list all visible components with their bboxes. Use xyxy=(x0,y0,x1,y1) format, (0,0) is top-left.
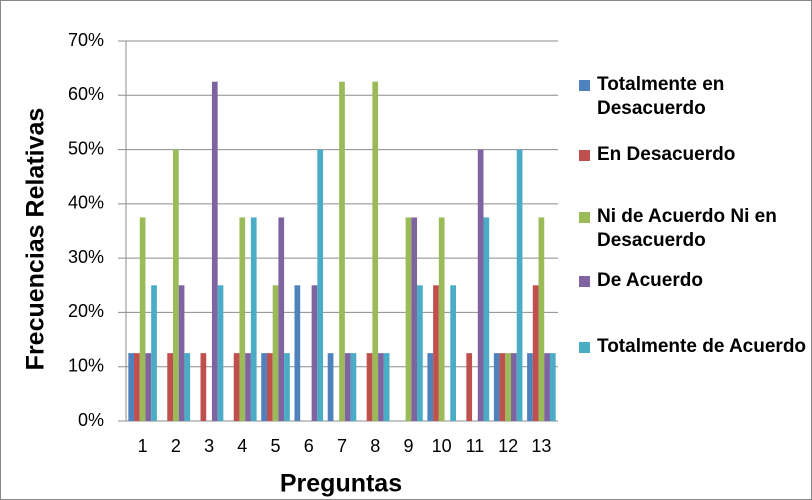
legend-item: Totalmente de Acuerdo xyxy=(579,335,811,359)
x-tick-label: 6 xyxy=(304,436,314,456)
y-tick-label: 60% xyxy=(68,84,104,104)
bar xyxy=(134,353,140,421)
bar xyxy=(417,285,423,421)
legend-swatch xyxy=(579,276,590,287)
legend-label: Ni de Acuerdo Ni en Desacuerdo xyxy=(597,206,777,251)
bar xyxy=(278,217,285,421)
y-tick-label: 50% xyxy=(68,138,104,158)
x-axis-title: Preguntas xyxy=(280,470,402,498)
bar xyxy=(493,353,500,421)
bar xyxy=(211,81,218,421)
bar xyxy=(411,217,418,421)
legend-swatch xyxy=(579,342,590,353)
bar xyxy=(184,353,191,421)
bar xyxy=(505,353,512,421)
x-tick-label: 11 xyxy=(466,436,485,456)
legend-label: Totalmente en Desacuerdo xyxy=(597,74,725,119)
bar xyxy=(167,353,173,421)
bar xyxy=(339,81,345,421)
bar xyxy=(516,149,523,422)
bar xyxy=(250,217,257,421)
x-tick-label: 1 xyxy=(138,436,148,456)
bar xyxy=(245,353,251,421)
x-tick-label: 12 xyxy=(498,436,518,456)
bar xyxy=(151,285,157,421)
legend-label: En Desacuerdo xyxy=(597,144,736,165)
legend-label: Totalmente de Acuerdo xyxy=(597,336,807,357)
bar xyxy=(261,353,267,421)
bar xyxy=(483,217,490,421)
bar xyxy=(511,353,517,421)
y-tick-label: 0% xyxy=(78,410,104,430)
bar xyxy=(532,285,539,421)
x-tick-label: 4 xyxy=(237,436,247,456)
bar xyxy=(450,285,456,421)
x-tick-label: 7 xyxy=(337,436,347,456)
bar xyxy=(350,353,357,421)
x-tick-label: 9 xyxy=(403,436,413,456)
bar xyxy=(366,353,373,421)
y-axis-title: Frecuencias Relativas xyxy=(22,108,50,371)
bar xyxy=(405,217,412,421)
legend-swatch xyxy=(579,212,590,223)
bar xyxy=(327,353,334,421)
legend-item: En Desacuerdo xyxy=(579,143,811,167)
bar xyxy=(239,217,246,421)
bar xyxy=(427,353,434,421)
bar xyxy=(438,217,445,421)
x-tick-label: 10 xyxy=(432,436,452,456)
y-tick-label: 40% xyxy=(68,193,104,213)
bar xyxy=(217,285,224,421)
bar xyxy=(344,353,351,421)
bar xyxy=(233,353,240,421)
y-tick-label: 30% xyxy=(68,247,104,267)
bar xyxy=(145,353,152,421)
y-tick-label: 10% xyxy=(68,355,104,375)
bar xyxy=(372,81,379,421)
bar xyxy=(128,353,135,421)
x-tick-label: 13 xyxy=(531,436,551,456)
bar xyxy=(433,285,439,421)
x-tick-label: 2 xyxy=(171,436,181,456)
bar xyxy=(383,353,390,421)
bar xyxy=(499,353,506,421)
bar xyxy=(477,149,484,422)
legend-swatch xyxy=(579,80,590,91)
bar xyxy=(266,353,273,421)
bar xyxy=(272,285,279,421)
x-tick-label: 8 xyxy=(370,436,380,456)
bar xyxy=(538,217,545,421)
bar xyxy=(311,285,318,421)
bar xyxy=(549,353,556,421)
bar xyxy=(284,353,290,421)
legend-item: Ni de Acuerdo Ni en Desacuerdo xyxy=(579,205,811,253)
bar xyxy=(544,353,550,421)
y-tick-label: 70% xyxy=(68,30,104,50)
y-tick-label: 20% xyxy=(68,301,104,321)
bar xyxy=(527,353,533,421)
bar xyxy=(466,353,473,421)
bar xyxy=(378,353,384,421)
bar xyxy=(178,285,185,421)
legend-label: De Acuerdo xyxy=(597,270,703,291)
legend-swatch xyxy=(579,150,590,161)
legend-item: De Acuerdo xyxy=(579,269,811,293)
x-tick-label: 3 xyxy=(204,436,214,456)
bar xyxy=(294,285,301,421)
x-tick-label: 5 xyxy=(271,436,281,456)
bar xyxy=(317,149,324,422)
bar xyxy=(172,149,179,422)
bar xyxy=(139,217,146,421)
bar xyxy=(200,353,207,421)
legend-item: Totalmente en Desacuerdo xyxy=(579,73,811,121)
